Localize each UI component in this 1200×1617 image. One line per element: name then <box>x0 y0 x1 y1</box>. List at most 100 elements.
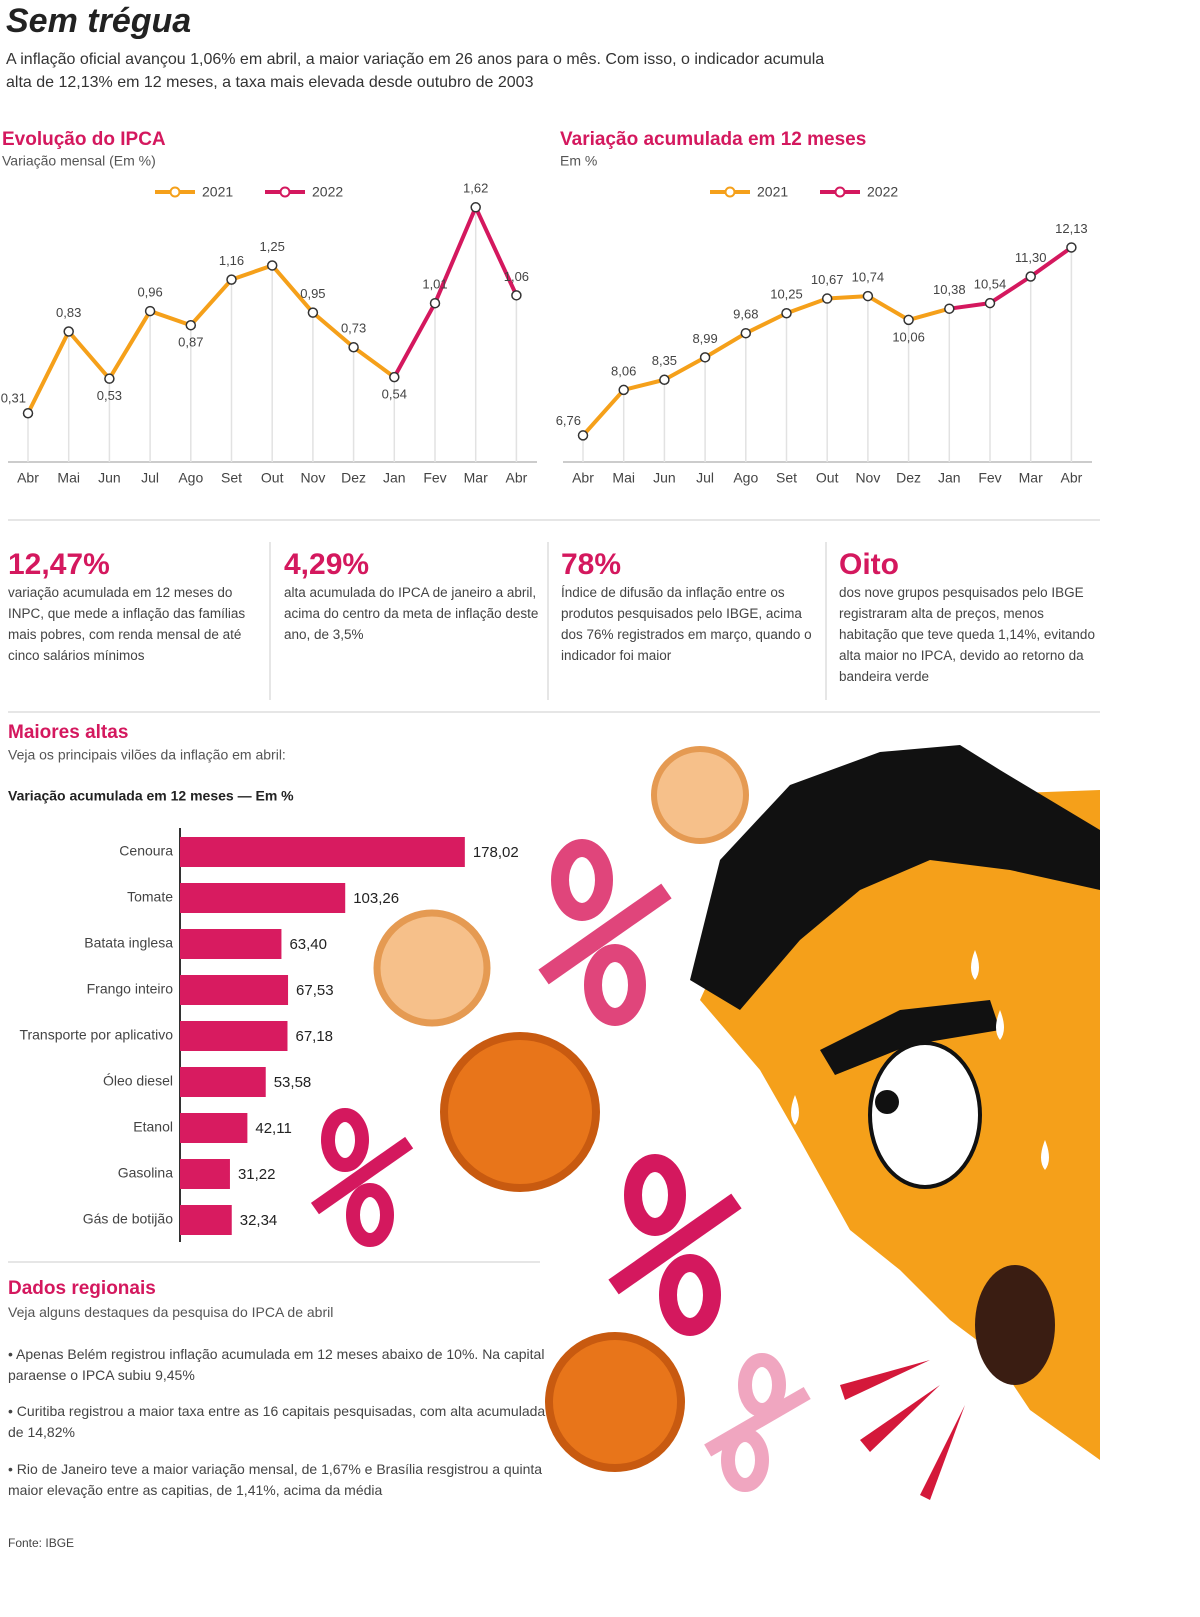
bar <box>180 1021 288 1051</box>
chart-subtitle: Variação mensal (Em %) <box>2 153 156 169</box>
x-tick-label: Fev <box>978 470 1001 486</box>
category-label: Transporte por aplicativo <box>19 1027 173 1043</box>
category-label: Etanol <box>133 1119 173 1135</box>
x-tick-label: Jan <box>938 470 961 486</box>
stat-text: dos nove grupos pesquisados pelo IBGE re… <box>839 585 1095 684</box>
pupil <box>875 1090 899 1114</box>
percent-signs <box>310 839 811 1492</box>
bar <box>180 1159 230 1189</box>
point <box>429 297 441 309</box>
chart-subtitle: Veja os principais vilões da inflação em… <box>8 747 286 763</box>
x-tick-label: Dez <box>341 470 366 486</box>
chart-title: Maiores altas <box>8 722 128 743</box>
category-label: Gás de botijão <box>83 1211 173 1227</box>
value-label: 0,87 <box>178 335 203 350</box>
mouth <box>975 1265 1055 1385</box>
axis-title: Variação acumulada em 12 meses — Em % <box>8 788 294 804</box>
section-subtitle: Veja alguns destaques da pesquisa do IPC… <box>8 1304 334 1320</box>
value-label: 10,54 <box>974 277 1007 292</box>
bar <box>180 975 289 1005</box>
value-label: 67,53 <box>296 982 334 999</box>
value-label: 63,40 <box>289 936 327 953</box>
shout-lines <box>840 1360 965 1500</box>
point <box>63 326 74 337</box>
legend-marker <box>169 186 181 198</box>
value-label: 10,06 <box>892 329 925 344</box>
value-label: 1,25 <box>260 239 285 254</box>
point <box>185 319 197 331</box>
point <box>22 408 34 419</box>
value-label: 10,25 <box>770 287 803 302</box>
value-label: 0,95 <box>300 286 325 301</box>
value-label: 0,73 <box>341 321 366 336</box>
legend-marker <box>724 186 736 198</box>
bullet-text: Apenas Belém registrou inflação acumulad… <box>8 1346 545 1383</box>
x-tick-label: Ago <box>733 470 758 486</box>
x-tick-label: Abr <box>506 470 528 486</box>
x-tick-label: Jul <box>696 470 714 486</box>
value-label: 12,13 <box>1055 221 1088 236</box>
x-tick-label: Ago <box>178 470 203 486</box>
stat-value: 12,47% <box>8 548 110 581</box>
category-label: Batata inglesa <box>84 935 173 951</box>
legend-label: 2021 <box>202 184 233 200</box>
value-label: 103,26 <box>353 890 399 907</box>
bullet: • Rio de Janeiro teve a maior variação m… <box>8 1461 543 1498</box>
x-tick-label: Jun <box>653 470 676 486</box>
x-tick-label: Mar <box>1019 470 1043 486</box>
point <box>511 290 522 301</box>
bar <box>180 1067 266 1097</box>
value-label: 10,67 <box>811 272 844 287</box>
bullet: • Curitiba registrou a maior taxa entre … <box>8 1403 546 1440</box>
value-label: 0,96 <box>137 285 162 300</box>
stat-value: Oito <box>839 548 899 581</box>
x-tick-label: Mai <box>57 470 80 486</box>
chart-title: Variação acumulada em 12 meses <box>560 129 866 150</box>
value-label: 0,53 <box>97 388 122 403</box>
point <box>470 202 481 213</box>
category-label: Tomate <box>127 889 173 905</box>
legend-label: 2021 <box>757 184 788 200</box>
value-label: 11,30 <box>1015 250 1047 265</box>
x-tick-label: Mai <box>612 470 635 486</box>
category-label: Cenoura <box>119 843 173 859</box>
x-tick-label: Abr <box>17 470 39 486</box>
bar <box>180 837 465 867</box>
legend-label: 2022 <box>867 184 898 200</box>
stat-value: 4,29% <box>284 548 370 581</box>
category-label: Gasolina <box>118 1165 173 1181</box>
x-tick-label: Jan <box>383 470 406 486</box>
value-label: 6,76 <box>556 413 581 428</box>
value-label: 9,68 <box>733 307 758 322</box>
x-tick-label: Set <box>221 470 242 486</box>
point <box>266 260 278 271</box>
title: Sem trégua <box>6 2 192 40</box>
value-label: 32,34 <box>240 1212 278 1229</box>
subtitle: A inflação oficial avançou 1,06% em abri… <box>6 51 825 91</box>
value-label: 1,06 <box>504 269 529 284</box>
hair <box>690 745 1100 1010</box>
value-label: 8,99 <box>692 331 717 346</box>
dividers <box>8 519 1100 1263</box>
value-label: 67,18 <box>295 1028 333 1045</box>
x-tick-label: Set <box>776 470 797 486</box>
chart-subtitle: Em % <box>560 153 597 169</box>
point <box>903 314 914 326</box>
category-label: Frango inteiro <box>87 981 174 997</box>
illustration <box>310 745 1100 1500</box>
bullet: • Apenas Belém registrou inflação acumul… <box>8 1346 545 1383</box>
value-label: 0,54 <box>382 387 407 402</box>
legend-label: 2022 <box>312 184 343 200</box>
x-tick-label: Abr <box>572 470 594 486</box>
connector <box>908 306 950 322</box>
point <box>699 352 711 363</box>
x-tick-label: Nov <box>300 470 325 486</box>
stat-text: Índice de difusão da inflação entre os p… <box>561 585 812 663</box>
category-label: Óleo diesel <box>103 1073 173 1089</box>
bar <box>180 1205 232 1235</box>
line <box>949 245 1073 311</box>
x-tick-label: Fev <box>423 470 446 486</box>
x-tick-label: Out <box>816 470 839 486</box>
value-label: 178,02 <box>473 844 519 861</box>
